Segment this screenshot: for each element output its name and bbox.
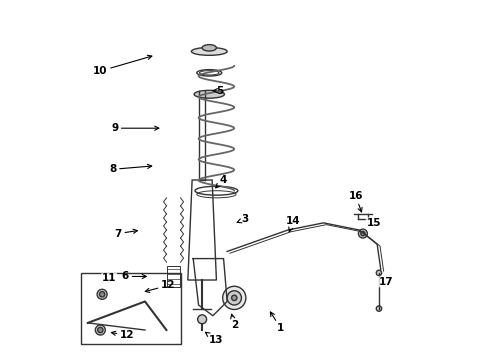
Text: 4: 4: [216, 175, 227, 188]
Ellipse shape: [222, 286, 246, 310]
Text: 5: 5: [213, 86, 223, 96]
Text: 2: 2: [231, 314, 238, 330]
Text: 1: 1: [270, 312, 284, 333]
Text: 7: 7: [115, 229, 137, 239]
Text: 6: 6: [122, 271, 147, 282]
Ellipse shape: [194, 90, 224, 98]
Ellipse shape: [192, 48, 227, 55]
Text: 8: 8: [109, 164, 152, 174]
Text: 9: 9: [111, 123, 159, 133]
Text: 11: 11: [102, 273, 117, 283]
Bar: [81, 273, 181, 344]
Text: 16: 16: [348, 191, 363, 212]
Text: 12: 12: [111, 330, 134, 341]
Ellipse shape: [99, 292, 105, 297]
Text: 14: 14: [286, 216, 300, 231]
Text: 17: 17: [379, 277, 393, 287]
Ellipse shape: [376, 270, 382, 275]
Ellipse shape: [197, 315, 207, 324]
Ellipse shape: [358, 229, 368, 238]
Text: 3: 3: [237, 214, 248, 224]
Ellipse shape: [361, 231, 365, 236]
Ellipse shape: [202, 45, 217, 51]
Ellipse shape: [97, 289, 107, 299]
Text: 15: 15: [367, 218, 381, 228]
Ellipse shape: [96, 325, 105, 335]
Ellipse shape: [227, 291, 242, 305]
Text: 13: 13: [205, 332, 223, 345]
Text: 12: 12: [146, 280, 175, 292]
Ellipse shape: [376, 306, 382, 311]
Ellipse shape: [98, 327, 103, 333]
Text: 10: 10: [93, 55, 152, 76]
Ellipse shape: [232, 295, 237, 301]
